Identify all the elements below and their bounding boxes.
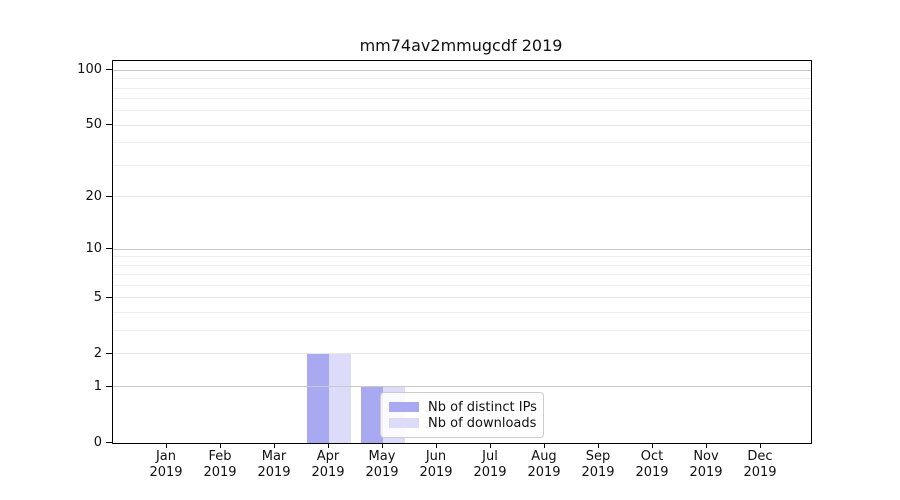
y-tick-label: 5 — [93, 289, 102, 305]
minor-gridline — [113, 110, 811, 112]
grid-layer — [113, 61, 811, 443]
bar-distinct-ips-apr — [307, 354, 329, 443]
minor-gridline — [113, 312, 811, 314]
x-tick-month: Jan — [155, 449, 177, 464]
x-tick-month: Feb — [208, 449, 232, 464]
x-tick-label: Jan 2019 — [136, 449, 196, 481]
x-tick-month: Sep — [585, 449, 611, 464]
x-tick-year: 2019 — [419, 465, 453, 480]
legend-item: Nb of downloads — [389, 415, 537, 431]
minor-gridline — [113, 78, 811, 80]
x-tick-year: 2019 — [473, 465, 507, 480]
x-tick-label: Mar 2019 — [244, 449, 304, 481]
x-tick-label: Oct 2019 — [622, 449, 682, 481]
x-tick-year: 2019 — [527, 465, 561, 480]
minor-gridline — [113, 142, 811, 144]
x-tick-month: Nov — [693, 449, 719, 464]
legend-label-downloads: Nb of downloads — [428, 415, 537, 431]
minor-gridline — [113, 256, 811, 258]
minor-gridline — [113, 165, 811, 167]
y-tick-label: 50 — [85, 117, 102, 133]
major-gridline — [113, 196, 811, 198]
x-tick-year: 2019 — [311, 465, 345, 480]
x-tick-label: Sep 2019 — [568, 449, 628, 481]
x-tick-month: Dec — [747, 449, 773, 464]
x-tick-label: May 2019 — [352, 449, 412, 481]
minor-gridline — [113, 98, 811, 100]
y-tick-label: 100 — [77, 62, 102, 78]
bar-distinct-ips-may — [361, 387, 383, 443]
x-tick-year: 2019 — [689, 465, 723, 480]
x-tick-month: Jun — [425, 449, 447, 464]
legend-label-distinct-ips: Nb of distinct IPs — [428, 399, 537, 415]
minor-gridline — [113, 330, 811, 332]
x-tick-label: Nov 2019 — [676, 449, 736, 481]
legend-swatch-distinct-ips — [389, 402, 419, 412]
bar-downloads-apr — [329, 354, 351, 443]
x-tick-month: Mar — [261, 449, 287, 464]
y-tick-label: 20 — [85, 188, 102, 204]
y-tick-label: 1 — [93, 378, 102, 394]
x-tick-label: Feb 2019 — [190, 449, 250, 481]
legend-swatch-downloads — [389, 418, 419, 428]
legend-item: Nb of distinct IPs — [389, 399, 537, 415]
x-tick-year: 2019 — [581, 465, 615, 480]
x-tick-year: 2019 — [635, 465, 669, 480]
x-tick-label: Jun 2019 — [406, 449, 466, 481]
x-tick-year: 2019 — [149, 465, 183, 480]
legend: Nb of distinct IPs Nb of downloads — [380, 392, 544, 438]
y-tick-label: 10 — [85, 241, 102, 257]
x-tick-year: 2019 — [365, 465, 399, 480]
major-gridline — [113, 386, 811, 388]
y-tick-label: 0 — [93, 434, 102, 450]
x-tick-month: Jul — [482, 449, 498, 464]
x-tick-month: Aug — [531, 449, 557, 464]
minor-gridline — [113, 274, 811, 276]
x-tick-year: 2019 — [203, 465, 237, 480]
y-tick-label: 2 — [93, 345, 102, 361]
x-tick-month: Apr — [316, 449, 340, 464]
x-tick-label: Jul 2019 — [460, 449, 520, 481]
major-gridline — [113, 353, 811, 355]
x-tick-month: Oct — [640, 449, 664, 464]
major-gridline — [113, 297, 811, 299]
minor-gridline — [113, 264, 811, 266]
major-gridline — [113, 248, 811, 250]
chart-title: mm74av2mmugcdf 2019 — [359, 36, 563, 55]
plot-area — [112, 60, 812, 444]
minor-gridline — [113, 87, 811, 89]
x-tick-label: Apr 2019 — [298, 449, 358, 481]
x-tick-month: May — [368, 449, 396, 464]
x-tick-label: Aug 2019 — [514, 449, 574, 481]
major-gridline — [113, 69, 811, 71]
x-tick-year: 2019 — [257, 465, 291, 480]
x-tick-year: 2019 — [743, 465, 777, 480]
x-tick-label: Dec 2019 — [730, 449, 790, 481]
major-gridline — [113, 124, 811, 126]
minor-gridline — [113, 285, 811, 287]
